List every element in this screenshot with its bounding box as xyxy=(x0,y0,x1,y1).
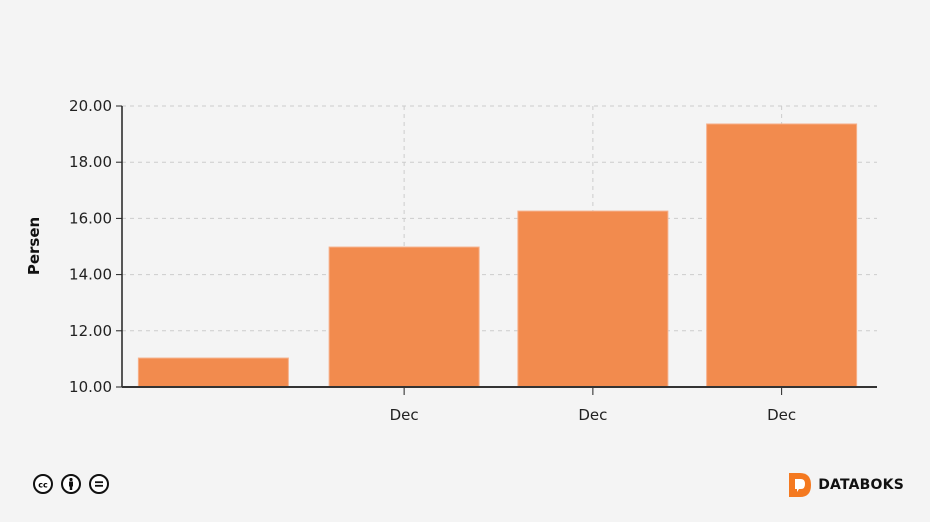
bars xyxy=(137,123,858,388)
y-tick-label: 12.00 xyxy=(69,322,112,340)
by-icon xyxy=(61,474,81,494)
bar xyxy=(706,123,858,388)
x-tick-label: Dec xyxy=(767,406,796,424)
axes xyxy=(116,105,877,395)
x-tick-label: Dec xyxy=(578,406,607,424)
y-tick-labels: 10.00 12.00 14.00 16.00 18.00 20.00 xyxy=(69,97,112,396)
y-tick-label: 10.00 xyxy=(69,378,112,396)
databoks-logo-icon xyxy=(789,473,812,497)
license-icons: cc xyxy=(32,473,110,495)
y-tick-label: 20.00 xyxy=(69,97,112,115)
y-tick-label: 18.00 xyxy=(69,153,112,171)
y-axis-label: Persen xyxy=(25,217,43,275)
y-tick-label: 14.00 xyxy=(69,266,112,284)
brand-name: DATABOKS xyxy=(818,477,904,493)
databoks-logo: DATABOKS xyxy=(788,472,904,498)
x-tick-label: Dec xyxy=(390,406,419,424)
bar xyxy=(137,357,289,388)
y-tick-label: 16.00 xyxy=(69,209,112,227)
svg-text:cc: cc xyxy=(38,481,48,490)
bar xyxy=(517,210,669,388)
nd-icon xyxy=(89,474,109,494)
x-tick-labels: Dec Dec Dec xyxy=(390,406,797,424)
bar xyxy=(328,246,480,388)
cc-icon: cc xyxy=(33,474,53,494)
